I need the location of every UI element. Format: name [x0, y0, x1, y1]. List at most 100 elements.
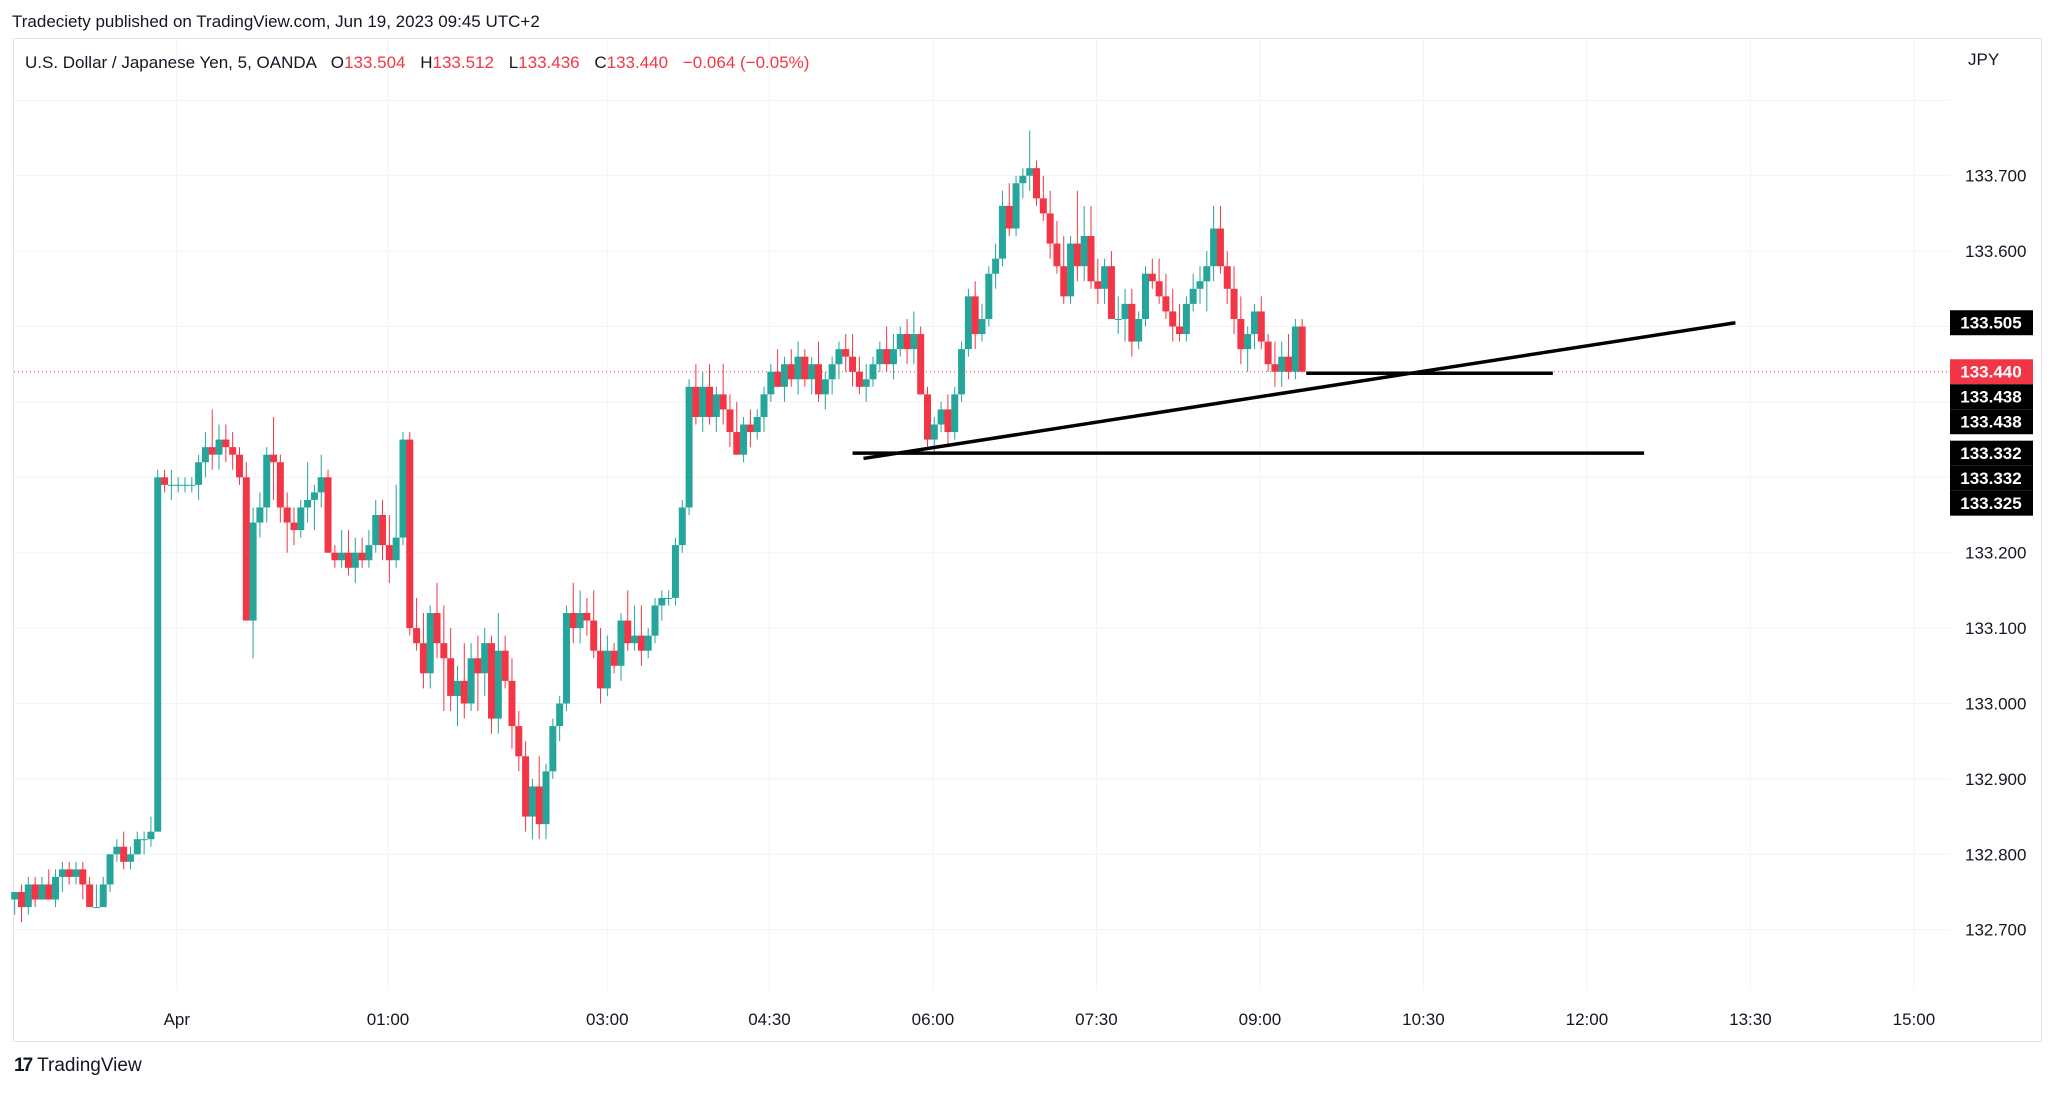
time-tick-label: 12:00 [1566, 1010, 1609, 1029]
price-badge-bg [1950, 465, 2033, 491]
candle-body [358, 552, 366, 561]
candle-body [855, 371, 863, 387]
candle-body [624, 620, 632, 644]
low-label: L [508, 53, 519, 72]
candle [951, 386, 959, 440]
candle [692, 364, 700, 425]
price-badge-bg [1950, 440, 2033, 466]
candle-body [821, 379, 829, 395]
candle [985, 266, 993, 327]
open-value: 133.504 [344, 53, 406, 72]
candle [515, 711, 523, 772]
candle [1053, 220, 1061, 274]
candle-body [1114, 318, 1122, 320]
candle-body [167, 484, 175, 486]
candle-body [896, 334, 904, 350]
candle [1182, 296, 1190, 342]
candle-body [447, 658, 455, 696]
candle [583, 597, 591, 636]
candle [631, 605, 639, 651]
candle-body [1073, 243, 1081, 267]
candle [126, 846, 134, 870]
price-badge-bg [1950, 384, 2033, 410]
tradingview-logo[interactable]: 17 TradingView [14, 1055, 142, 1077]
candle-body [556, 703, 564, 727]
candle [113, 839, 121, 862]
candle-body [304, 499, 312, 508]
candle-body [1141, 273, 1149, 319]
candle-body [678, 507, 686, 546]
candle-body [1264, 341, 1272, 365]
candle [310, 484, 318, 531]
candle-body [576, 613, 584, 629]
candle-body [1094, 281, 1102, 289]
candle [1148, 258, 1156, 289]
candle [978, 303, 986, 342]
candle-body [1128, 303, 1136, 342]
candle [958, 341, 966, 402]
candle-body [147, 831, 155, 840]
price-badge-label: 133.332 [1960, 469, 2021, 488]
candle-body [1121, 303, 1129, 319]
candle-body [399, 439, 407, 538]
candle-layer [11, 130, 1306, 923]
candle [835, 341, 843, 380]
price-badge-bg [1950, 490, 2033, 516]
candle [597, 628, 605, 704]
candle-body [1298, 326, 1306, 372]
candle-body [1087, 236, 1095, 282]
candle [324, 469, 332, 553]
candle-body [488, 643, 496, 719]
close-value: 133.440 [606, 53, 669, 72]
high-label: H [420, 53, 433, 72]
price-badge: 133.332 [1950, 440, 2033, 466]
time-tick-label: 15:00 [1893, 1010, 1936, 1029]
candle-body [1067, 243, 1075, 297]
candle [1264, 334, 1272, 372]
candle [1237, 296, 1245, 365]
candle-body [1237, 318, 1245, 350]
candle-body [985, 273, 993, 319]
candle-body [297, 507, 305, 531]
candle-body [249, 522, 257, 621]
candle [242, 462, 250, 621]
candle [195, 454, 203, 500]
candle [419, 613, 427, 689]
candle [406, 432, 414, 636]
candle-body [924, 394, 932, 440]
price-tick-label: 133.000 [1965, 694, 2026, 713]
candle-body [617, 620, 625, 666]
price-badge: 133.438 [1950, 384, 2033, 410]
candle-body [1230, 288, 1238, 319]
candle-body [413, 628, 421, 644]
candle-body [903, 334, 911, 350]
candle-body [460, 680, 468, 704]
candle-body [201, 447, 209, 463]
candle [998, 190, 1006, 267]
candle [746, 409, 754, 448]
candle-body [719, 394, 727, 410]
price-badge-label: 133.325 [1960, 494, 2021, 513]
candle [1203, 251, 1211, 312]
candle [372, 499, 380, 553]
candle [1162, 273, 1170, 319]
candle-body [1155, 281, 1163, 297]
candle-body [1032, 168, 1040, 199]
candle-body [1176, 326, 1184, 335]
candle [528, 778, 536, 840]
candle [249, 507, 257, 659]
price-badge-bg [1950, 409, 2033, 435]
candle [740, 416, 748, 463]
candle [1155, 258, 1163, 304]
candle [1135, 311, 1143, 350]
candle-body [99, 884, 107, 908]
price-badge: 133.440 [1950, 359, 2033, 385]
candle [767, 364, 775, 402]
candle-body [133, 839, 141, 855]
candle [849, 334, 857, 387]
candle [569, 582, 577, 644]
candle [1067, 236, 1075, 304]
candle-body [685, 386, 693, 508]
candle [167, 469, 175, 500]
